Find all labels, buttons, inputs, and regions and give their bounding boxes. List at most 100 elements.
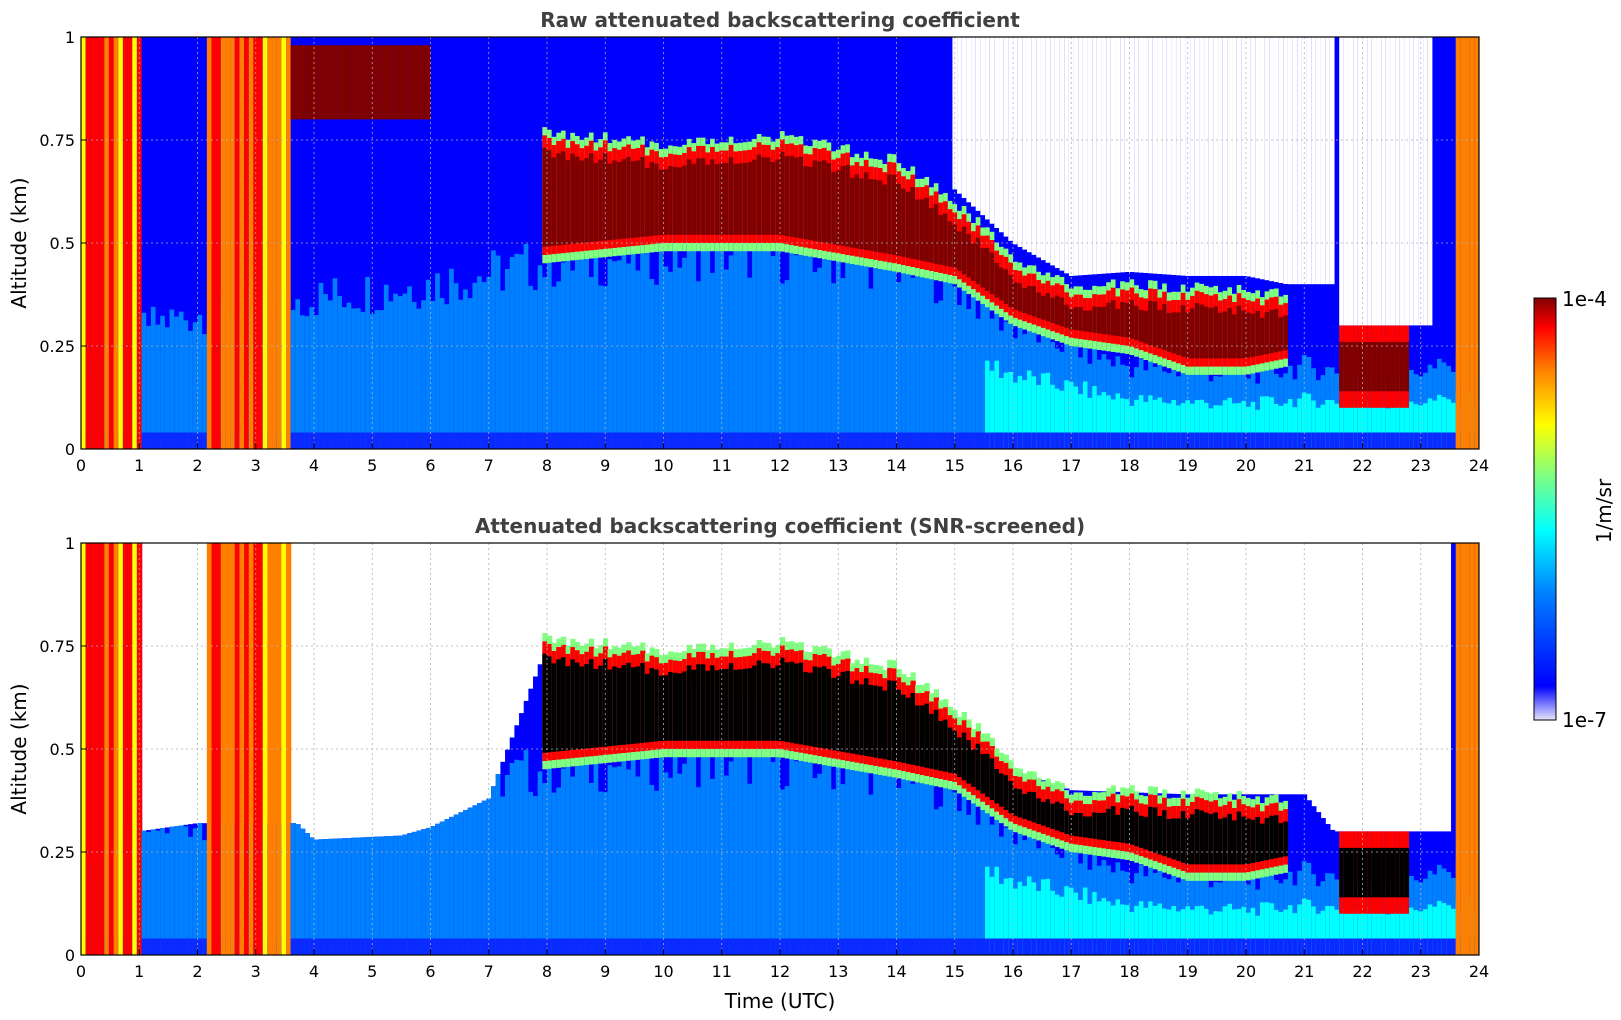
heat-cell (980, 789, 986, 955)
heat-cell (463, 938, 469, 955)
heat-cell (933, 203, 940, 264)
heat-cell (183, 938, 189, 955)
heat-cell (416, 308, 422, 449)
heat-cell (146, 37, 152, 449)
heat-cell (551, 938, 557, 955)
heat-cell (155, 432, 161, 449)
heat-cell (738, 236, 744, 449)
heat-cell (1180, 811, 1187, 863)
heat-cell (1227, 307, 1233, 359)
heat-cell (901, 694, 907, 763)
heat-cell (789, 661, 795, 743)
heat-cell (1241, 816, 1247, 865)
heat-cell (1204, 306, 1210, 359)
heat-cell (602, 658, 609, 747)
heat-cell (775, 159, 781, 235)
x-tick-label: 15 (945, 456, 965, 475)
x-tick-label: 6 (425, 962, 435, 981)
heat-cell (668, 672, 674, 741)
heat-cell (1059, 938, 1065, 955)
heat-cell (1339, 432, 1345, 449)
heat-cell (840, 938, 846, 955)
heat-cell (1353, 938, 1359, 955)
heat-cell (1171, 818, 1177, 860)
heat-cell (1129, 911, 1135, 955)
heat-cell (1036, 798, 1042, 824)
heat-cell (761, 229, 767, 449)
heat-cell (1162, 37, 1168, 275)
heat-cell (183, 432, 189, 449)
x-ticks-screened: 0 1 2 3 4 5 6 7 8 9 10 11 12 13 14 15 16 17 18 19 20 21 22 23 24 (76, 949, 1489, 981)
heat-cell (756, 938, 762, 955)
heat-cell (1246, 312, 1252, 358)
heat-cell (1390, 938, 1396, 955)
heat-cell (649, 668, 655, 742)
heat-cell (1092, 37, 1098, 275)
heat-cell (1096, 307, 1103, 334)
heat-cell (1059, 390, 1065, 449)
heat-cell (817, 267, 823, 449)
heat-cell (1381, 405, 1387, 449)
heat-cell (323, 45, 329, 120)
heat-cell (1026, 791, 1033, 821)
heat-cell (379, 432, 385, 449)
heat-cell (975, 824, 981, 955)
heat-cell (999, 773, 1005, 807)
heat-cell (1348, 847, 1354, 898)
heat-cell (533, 796, 539, 955)
heat-cell (677, 432, 683, 449)
heat-cell (863, 172, 870, 251)
heat-cell (1371, 432, 1378, 449)
heat-cell (584, 741, 590, 955)
heat-cell (588, 276, 595, 449)
heat-cell (686, 159, 693, 235)
heat-cell (896, 183, 902, 256)
heat-cell (1208, 914, 1214, 955)
heat-cell (980, 938, 986, 955)
heat-cell (877, 938, 884, 955)
heat-cell (1176, 938, 1182, 955)
heat-cell (747, 783, 753, 955)
x-tick-label: 1 (134, 962, 144, 981)
heat-cell (421, 938, 427, 955)
heat-cell (505, 775, 511, 955)
heat-cell (770, 432, 776, 449)
heat-cell (1059, 896, 1065, 955)
heat-cell (537, 265, 543, 449)
heat-cell (640, 747, 646, 955)
heat-cell (467, 37, 474, 449)
heat-cell (1222, 311, 1228, 359)
heat-cell (202, 938, 208, 955)
heat-cell (761, 157, 767, 235)
heat-cell (975, 237, 981, 285)
heat-cell (346, 432, 352, 449)
heat-cell (598, 432, 604, 449)
heat-cell (332, 45, 338, 120)
heat-cell (1124, 808, 1131, 844)
x-tick-label: 8 (542, 962, 552, 981)
heat-cell (1208, 938, 1214, 955)
heat-cell (574, 257, 581, 449)
heat-cell (523, 938, 529, 955)
heat-cell (304, 833, 310, 955)
heat-cell (565, 160, 571, 245)
heat-cell (752, 746, 758, 955)
x-tick-label: 10 (653, 962, 673, 981)
heat-cell (710, 432, 716, 449)
heat-cell (444, 304, 450, 449)
heat-cell (1134, 905, 1140, 955)
heat-cell (1357, 432, 1364, 449)
heat-cell (630, 938, 637, 955)
heat-cell (677, 938, 683, 955)
heat-cell (826, 761, 832, 955)
heat-cell (1031, 432, 1037, 449)
heat-cell (1045, 372, 1051, 449)
heat-cell (961, 791, 967, 955)
heat-cell (1325, 399, 1331, 449)
heat-cell (985, 866, 991, 955)
heat-cell (332, 37, 338, 449)
heat-cell (1013, 938, 1019, 955)
heat-cell (164, 327, 171, 449)
heat-cell (1241, 938, 1247, 955)
heat-cell (430, 826, 436, 955)
